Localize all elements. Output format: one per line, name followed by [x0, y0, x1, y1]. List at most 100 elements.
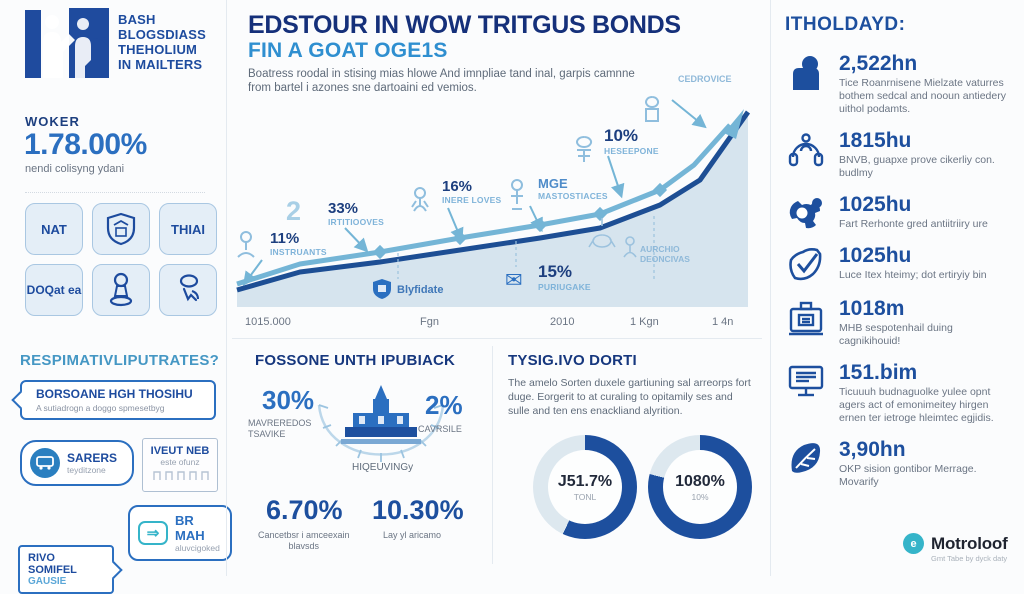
grid-cell-pawn[interactable] [92, 264, 150, 316]
numeral-2-icon: 2 [286, 196, 302, 226]
footer-caption: Gmt Tabe by dyck daty [931, 554, 1008, 563]
x-tick-5: 1 4n [712, 316, 734, 328]
stat-desc: Tice Roanrnisene Mielzate vaturres bothe… [839, 77, 1006, 115]
gauge-label: HIQEUVINGy [352, 462, 414, 473]
grid-cell-label: DOQat ea [26, 282, 82, 297]
intro-text: Boatress roodal in stising mias hlowe An… [248, 68, 635, 94]
annotation-16: 16% INERE LOVES [442, 178, 501, 205]
donut-sublabel: TONL [573, 491, 597, 502]
pawn-icon [109, 272, 133, 307]
building-gauge [317, 385, 445, 462]
annotation-value: 33% [328, 200, 359, 217]
annotation-11: 11% INSTRUANTS [270, 230, 327, 257]
right-column: ITHOLDAYD: 2,522hn Tice Roanrnisene Miel… [785, 14, 1013, 495]
grid-cell-doqat[interactable]: DOQat ea [25, 264, 83, 316]
brand-line: BASH [118, 12, 156, 27]
growth-area-chart [236, 96, 751, 307]
hand-click-icon [179, 274, 199, 302]
callout-borsoane[interactable]: BORSOANE HGH THOSIHU A sutiadrogn a dogg… [11, 380, 216, 420]
annotation-value: 15% [538, 262, 573, 281]
shield-icon [106, 212, 136, 246]
rock-icon [785, 52, 827, 116]
left-stat-value: 1.78.00% [24, 128, 147, 161]
annotation-cedrovice: CEDROVICE [678, 74, 732, 84]
leaf-icon [785, 438, 827, 489]
fossone-right-caption: CAVRSILE [418, 424, 462, 434]
annotation-aurchio: AURCHIO DEONCIVAS [640, 244, 690, 264]
footer-brand: e Motroloof Gmt Tabe by dyck daty [903, 533, 1008, 563]
annotation-label: IRTITIOOVES [328, 217, 385, 227]
callout-title: BORSOANE HGH THOSIHU [36, 387, 193, 401]
chart-arrowhead [724, 109, 744, 139]
fossone-left-pct: 30% [262, 385, 315, 415]
box-label: SARERS [67, 451, 118, 465]
divider [492, 346, 493, 564]
stat-desc: Ticuuuh budnaguolke yulee opnt agers act… [839, 386, 994, 424]
stat-desc: Luce Itex hteimy; dot ertiryiy bin [839, 269, 987, 281]
box-label-line: RIVO [28, 552, 55, 564]
box-iveutneb[interactable]: IVEUT NEB este ofunz [142, 438, 218, 492]
fossone-stat2-caption: Lay yl aricamo [383, 530, 442, 540]
box-label: BR MAH [175, 513, 205, 543]
annotation-glyph-icons [237, 96, 660, 258]
stat-value: 151.bim [839, 361, 918, 384]
grid-cell-nat[interactable]: NAT [25, 203, 83, 255]
box-sarers[interactable]: SARERS teyditzone [20, 440, 134, 486]
annotation-value: MGE [538, 176, 568, 191]
x-tick-3: 2010 [550, 316, 575, 328]
divider [226, 0, 227, 576]
columns-sketch-icon [153, 471, 209, 480]
stat-item-4: 1025hu Luce Itex hteimy; dot ertiryiy bi… [785, 244, 1013, 284]
stat-item-3: 1025hu Fart Rerhonte gred antiitriiry ur… [785, 193, 1013, 231]
box-caption: este ofunz [160, 457, 200, 467]
grid-cell-label: THIAI [171, 221, 205, 237]
brand-line: BLOGSDIASS [118, 27, 206, 42]
x-tick-4: 1 Kgn [630, 316, 659, 328]
donut-value: 1080% [675, 472, 725, 490]
box-brmah[interactable]: ⇒ BR MAH aluvcigoked [128, 505, 232, 561]
company-name: BASH BLOGSDIASS THEHOLIUM IN MAILTERS [118, 12, 206, 72]
annotation-value: 11% [270, 230, 300, 247]
grid-cell-hand[interactable] [159, 264, 217, 316]
right-heading: ITHOLDAYD: [785, 14, 906, 35]
donut-value: J51.7% [557, 472, 613, 490]
stat-desc: OKP sision gontibor Merrage. Movarify [839, 463, 977, 488]
box-caption: aluvcigoked [175, 543, 220, 553]
donut-chart-2: 1080% 10% [648, 435, 752, 539]
footer-logo-icon: e [903, 533, 924, 554]
gear-icon [785, 193, 827, 231]
annotation-label: INERE LOVES [442, 195, 502, 205]
callout-notch [11, 390, 30, 410]
stat-desc: Fart Rerhonte gred antiitriiry ure [839, 218, 988, 230]
chart-area-fill [237, 112, 748, 307]
footer-brand-name: Motroloof [931, 533, 1008, 553]
annotation-mge: MGE MASTOSTIACES [538, 176, 608, 201]
divider [232, 338, 762, 339]
monitor-icon [785, 361, 827, 425]
box-rivo[interactable]: RIVO SOMIFEL GAUSIE [18, 545, 123, 594]
company-logo [25, 8, 116, 85]
annotation-label: HESEEPONE [604, 146, 659, 156]
annotation-label: AURCHIO [640, 244, 680, 254]
stat-value: 2,522hn [839, 52, 918, 75]
category-grid: NAT THIAI DOQat ea [25, 203, 217, 316]
box-caption: GAUSIE [28, 576, 67, 587]
stat-item-5: 1018m MHB sespotenhail duing cagnikihoui… [785, 297, 1013, 348]
fossone-stat2-value: 10.30% [372, 495, 464, 525]
grid-cell-label: NAT [41, 221, 67, 237]
annotation-label: DEONCIVAS [640, 254, 690, 264]
annotation-label: PURIUGAKE [538, 282, 591, 292]
grid-cell-shield[interactable] [92, 203, 150, 255]
annotation-label: MASTOSTIACES [538, 191, 608, 201]
left-section-heading: RESPIMATIVLIPUTRATES? [20, 352, 220, 369]
arrow-right-icon: ⇒ [138, 521, 168, 545]
stat-value: 1025hu [839, 244, 912, 267]
annotation-dashed-lines [397, 216, 655, 281]
headphones-icon [785, 129, 827, 180]
fossone-stat1-value: 6.70% [266, 495, 343, 525]
grid-cell-thiai[interactable]: THIAI [159, 203, 217, 255]
caption-line: MAVREREDOS [248, 418, 312, 428]
stat-value: 1815hu [839, 129, 912, 152]
people-logo-icon [25, 8, 116, 78]
left-stat-label: WOKER [25, 114, 80, 129]
